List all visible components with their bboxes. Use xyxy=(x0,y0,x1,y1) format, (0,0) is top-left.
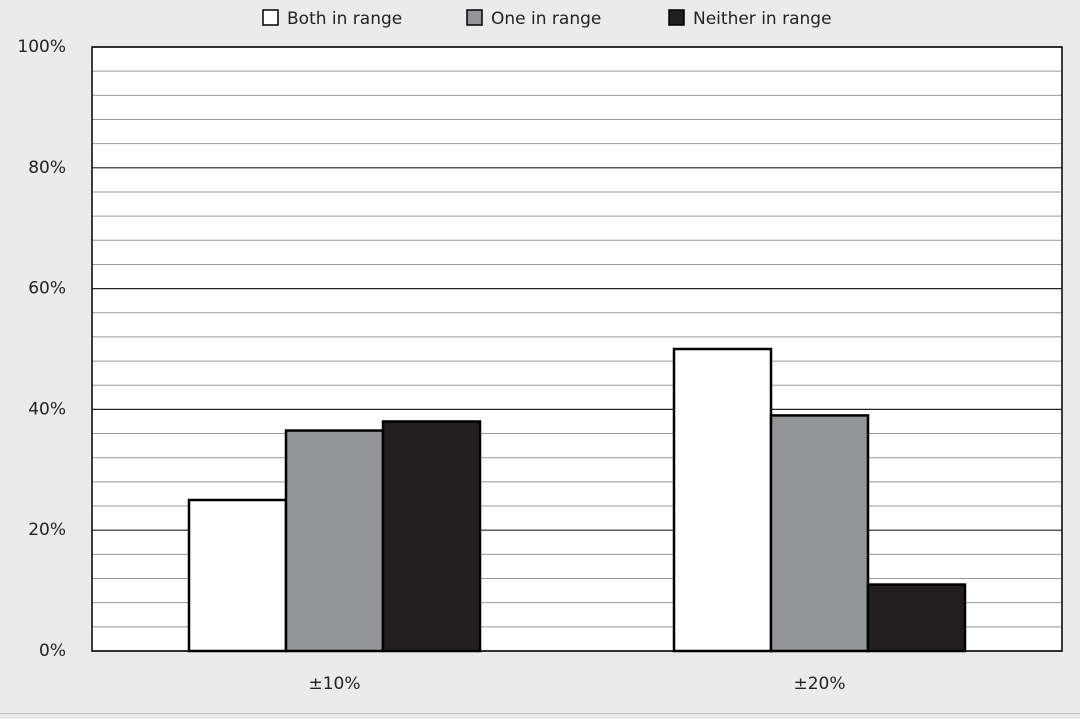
legend-swatch xyxy=(262,9,279,26)
bar xyxy=(381,420,482,653)
y-tick-label: 80% xyxy=(28,158,66,178)
bar xyxy=(672,347,773,653)
plot-border xyxy=(91,46,1063,652)
y-tick-label: 40% xyxy=(28,399,66,419)
legend-swatch xyxy=(466,9,483,26)
legend-label: One in range xyxy=(491,9,601,29)
legend-label: Both in range xyxy=(287,9,402,29)
y-tick-label: 20% xyxy=(28,520,66,540)
legend-swatch xyxy=(668,9,685,26)
legend-label: Neither in range xyxy=(693,9,832,29)
bar xyxy=(866,583,967,653)
bar xyxy=(769,414,870,653)
x-tick-label: ±20% xyxy=(793,674,845,694)
y-tick-label: 100% xyxy=(17,37,66,57)
bar xyxy=(187,498,288,653)
x-tick-label: ±10% xyxy=(308,674,360,694)
bar xyxy=(284,429,385,653)
y-tick-label: 0% xyxy=(39,641,66,661)
y-tick-label: 60% xyxy=(28,279,66,299)
